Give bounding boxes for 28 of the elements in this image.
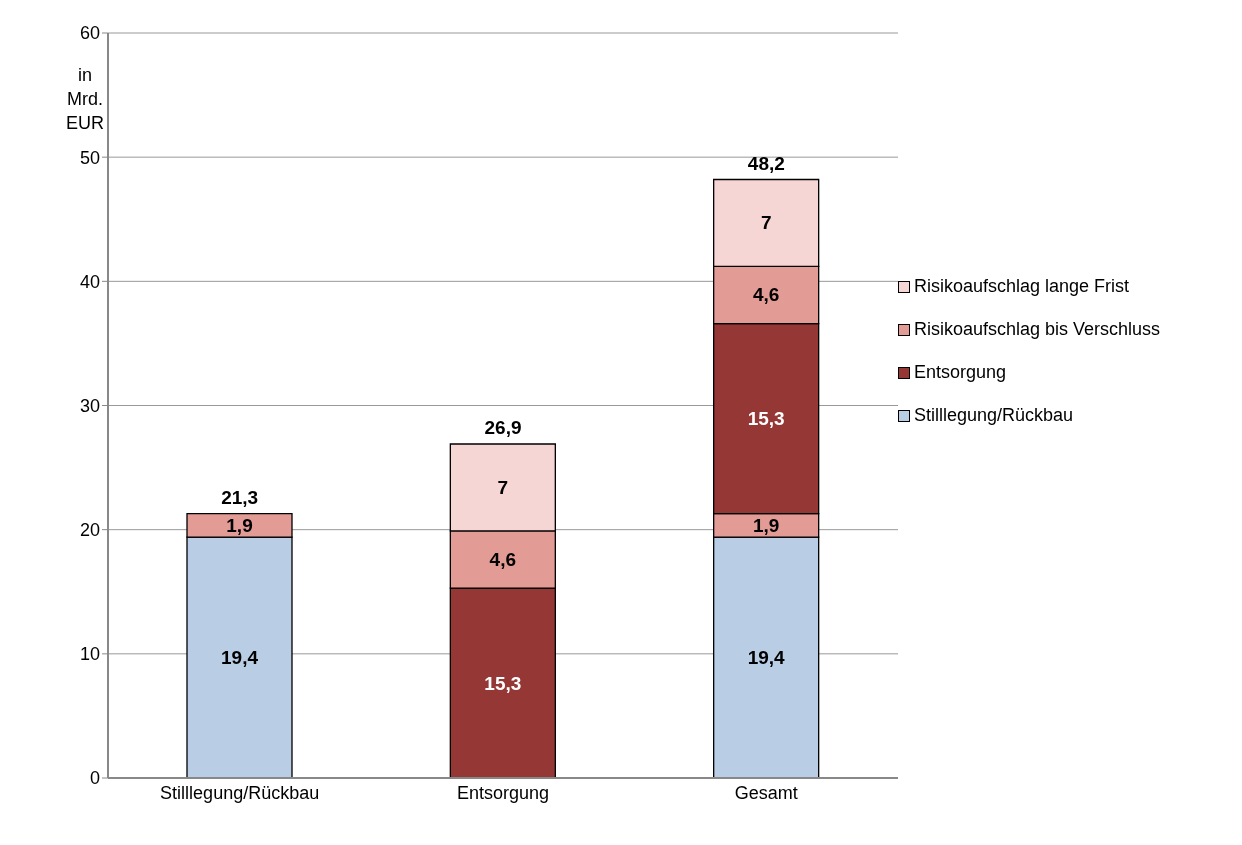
data-label: 19,4 [221,647,259,669]
data-label: 1,9 [752,514,780,536]
x-tick-label: Stilllegung/Rückbau [160,782,320,803]
data-label: 15,3 [747,408,785,430]
data-label: 4,6 [752,284,780,306]
y-tick-label: 60 [79,23,100,44]
x-tick-label: Gesamt [734,782,798,803]
y-tick-label: 30 [79,395,100,416]
total-label: 48,2 [747,152,785,174]
data-label: 15,3 [484,672,522,694]
data-label: 1,9 [226,514,253,536]
y-axis-title: in Mrd. EUR [65,64,105,135]
data-label: 4,6 [489,548,517,570]
data-label: 19,4 [747,647,786,669]
legend-label: Entsorgung [914,362,1007,383]
y-tick-label: 40 [79,271,100,292]
legend-label: Risikoaufschlag bis Verschluss [914,319,1161,340]
legend-label: Stilllegung/Rückbau [914,405,1074,426]
legend-label: Risikoaufschlag lange Frist [914,276,1130,297]
total-label: 21,3 [221,486,259,508]
x-tick-label: Entsorgung [456,782,550,803]
y-tick-label: 0 [89,768,100,789]
y-tick-label: 50 [79,147,100,168]
y-tick-label: 20 [79,520,100,541]
data-label: 7 [497,476,509,498]
data-label: 7 [760,212,772,234]
y-tick-label: 10 [79,644,100,665]
total-label: 26,9 [484,416,522,438]
